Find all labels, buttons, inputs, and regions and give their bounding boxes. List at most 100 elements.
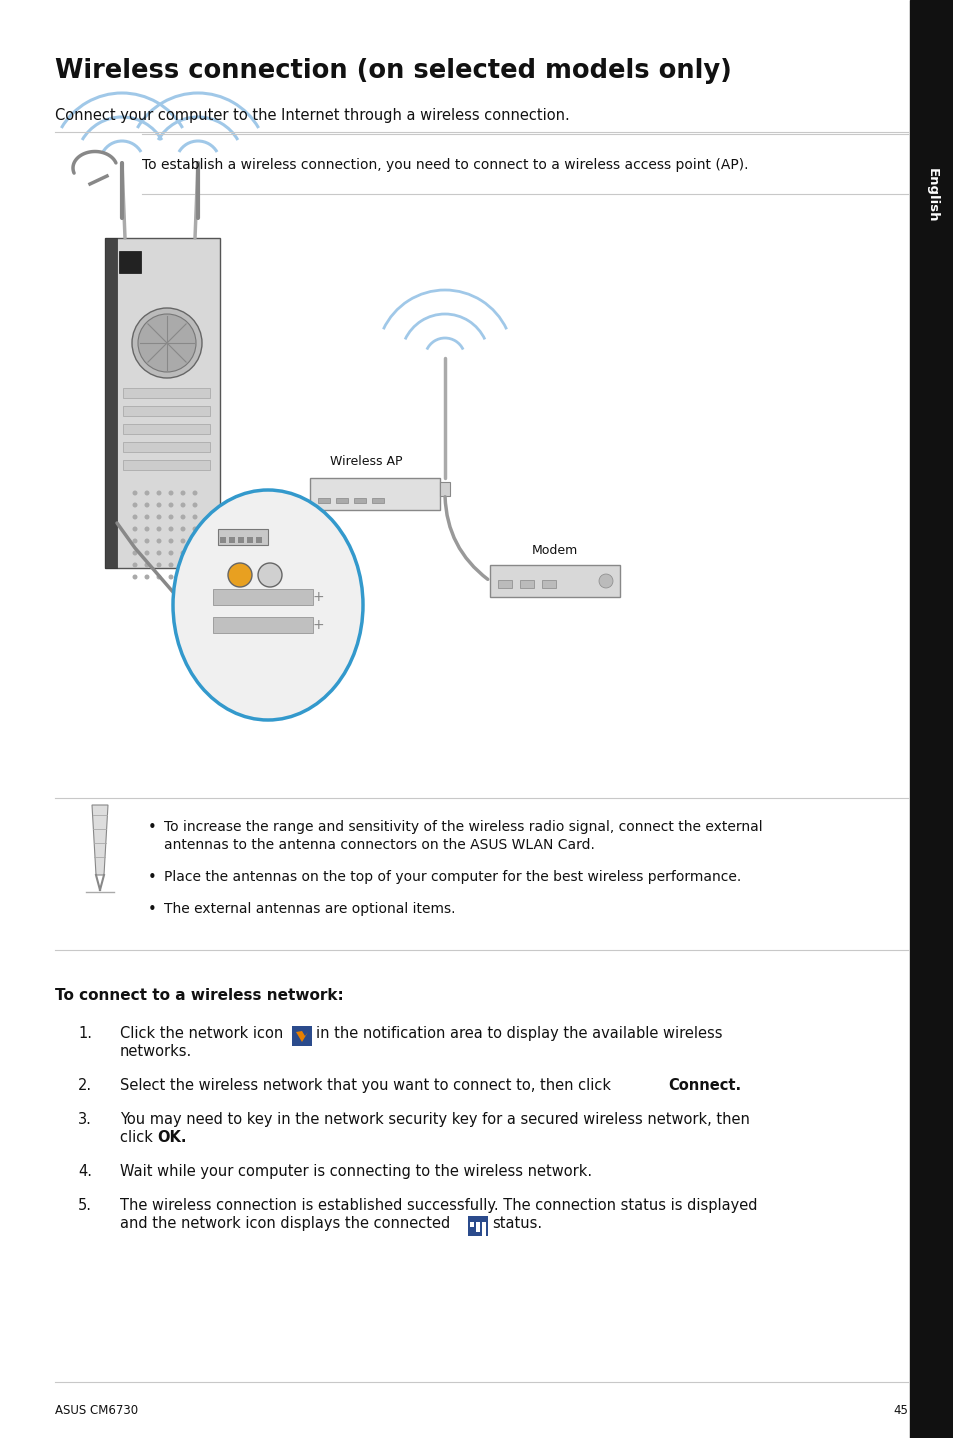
- Text: To establish a wireless connection, you need to connect to a wireless access poi: To establish a wireless connection, you …: [142, 158, 748, 173]
- Text: To increase the range and sensitivity of the wireless radio signal, connect the : To increase the range and sensitivity of…: [164, 820, 761, 834]
- Text: Wireless connection (on selected models only): Wireless connection (on selected models …: [55, 58, 731, 83]
- Bar: [909, 0, 953, 1438]
- Circle shape: [180, 562, 185, 568]
- Text: Wait while your computer is connecting to the wireless network.: Wait while your computer is connecting t…: [120, 1163, 592, 1179]
- Circle shape: [180, 526, 185, 532]
- Circle shape: [180, 515, 185, 519]
- Circle shape: [132, 538, 137, 544]
- Text: Click the network icon: Click the network icon: [120, 1025, 283, 1041]
- Text: •: •: [148, 870, 156, 884]
- Bar: [490, 565, 619, 597]
- Bar: [310, 477, 439, 510]
- Bar: [123, 460, 210, 470]
- Circle shape: [156, 562, 161, 568]
- Text: English: English: [924, 168, 938, 223]
- Circle shape: [144, 575, 150, 580]
- Text: antennas to the antenna connectors on the ASUS WLAN Card.: antennas to the antenna connectors on th…: [164, 838, 595, 851]
- Circle shape: [132, 308, 202, 378]
- Text: Select the wireless network that you want to connect to, then click: Select the wireless network that you wan…: [120, 1078, 615, 1093]
- Text: Modem: Modem: [532, 544, 578, 557]
- Circle shape: [169, 562, 173, 568]
- Circle shape: [169, 502, 173, 508]
- Circle shape: [193, 490, 197, 496]
- Text: To connect to a wireless network:: To connect to a wireless network:: [55, 988, 343, 1002]
- Circle shape: [193, 538, 197, 544]
- Text: networks.: networks.: [120, 1044, 193, 1058]
- Bar: [519, 580, 534, 588]
- Bar: [481, 1222, 485, 1237]
- Bar: [119, 252, 141, 273]
- Text: 5.: 5.: [78, 1198, 91, 1214]
- Circle shape: [144, 551, 150, 555]
- Text: Connect your computer to the Internet through a wireless connection.: Connect your computer to the Internet th…: [55, 108, 569, 124]
- Circle shape: [257, 564, 282, 587]
- Text: 1.: 1.: [78, 1025, 91, 1041]
- Bar: [220, 536, 226, 544]
- Circle shape: [598, 574, 613, 588]
- Circle shape: [132, 562, 137, 568]
- Circle shape: [180, 538, 185, 544]
- Text: +: +: [312, 590, 323, 604]
- Circle shape: [180, 490, 185, 496]
- Circle shape: [169, 490, 173, 496]
- Bar: [123, 406, 210, 416]
- Bar: [335, 498, 348, 503]
- Text: 45: 45: [892, 1403, 907, 1416]
- Bar: [439, 482, 450, 496]
- Text: 3.: 3.: [78, 1112, 91, 1127]
- Bar: [218, 529, 268, 545]
- Bar: [123, 441, 210, 452]
- Circle shape: [169, 526, 173, 532]
- Circle shape: [180, 551, 185, 555]
- Text: +: +: [312, 618, 323, 631]
- Bar: [476, 1222, 479, 1232]
- Circle shape: [132, 526, 137, 532]
- Circle shape: [180, 502, 185, 508]
- Circle shape: [138, 313, 195, 372]
- Circle shape: [144, 562, 150, 568]
- Ellipse shape: [172, 490, 363, 720]
- Circle shape: [193, 502, 197, 508]
- Bar: [213, 617, 313, 633]
- Circle shape: [156, 490, 161, 496]
- Circle shape: [169, 575, 173, 580]
- Circle shape: [132, 515, 137, 519]
- Circle shape: [193, 515, 197, 519]
- Circle shape: [132, 490, 137, 496]
- Circle shape: [144, 515, 150, 519]
- Bar: [470, 1222, 474, 1227]
- Bar: [372, 498, 384, 503]
- Circle shape: [132, 575, 137, 580]
- Bar: [105, 239, 220, 568]
- Circle shape: [144, 502, 150, 508]
- Circle shape: [193, 551, 197, 555]
- Circle shape: [156, 502, 161, 508]
- Polygon shape: [91, 805, 108, 874]
- Bar: [213, 590, 313, 605]
- Bar: [317, 498, 330, 503]
- Text: ASUS CM6730: ASUS CM6730: [55, 1403, 138, 1416]
- Text: The external antennas are optional items.: The external antennas are optional items…: [164, 902, 455, 916]
- Bar: [468, 1217, 488, 1237]
- Text: You may need to key in the network security key for a secured wireless network, : You may need to key in the network secur…: [120, 1112, 749, 1127]
- Bar: [541, 580, 556, 588]
- Bar: [123, 388, 210, 398]
- Circle shape: [144, 526, 150, 532]
- Text: 2.: 2.: [78, 1078, 92, 1093]
- Text: Wireless AP: Wireless AP: [330, 454, 402, 467]
- Text: in the notification area to display the available wireless: in the notification area to display the …: [315, 1025, 721, 1041]
- Text: The wireless connection is established successfully. The connection status is di: The wireless connection is established s…: [120, 1198, 757, 1214]
- Bar: [247, 536, 253, 544]
- Circle shape: [144, 490, 150, 496]
- Circle shape: [156, 575, 161, 580]
- Circle shape: [156, 538, 161, 544]
- Circle shape: [156, 526, 161, 532]
- Text: OK.: OK.: [157, 1130, 186, 1145]
- Circle shape: [144, 538, 150, 544]
- Circle shape: [169, 515, 173, 519]
- Bar: [292, 1025, 312, 1045]
- Bar: [497, 580, 512, 588]
- Circle shape: [132, 502, 137, 508]
- Circle shape: [169, 538, 173, 544]
- Circle shape: [156, 515, 161, 519]
